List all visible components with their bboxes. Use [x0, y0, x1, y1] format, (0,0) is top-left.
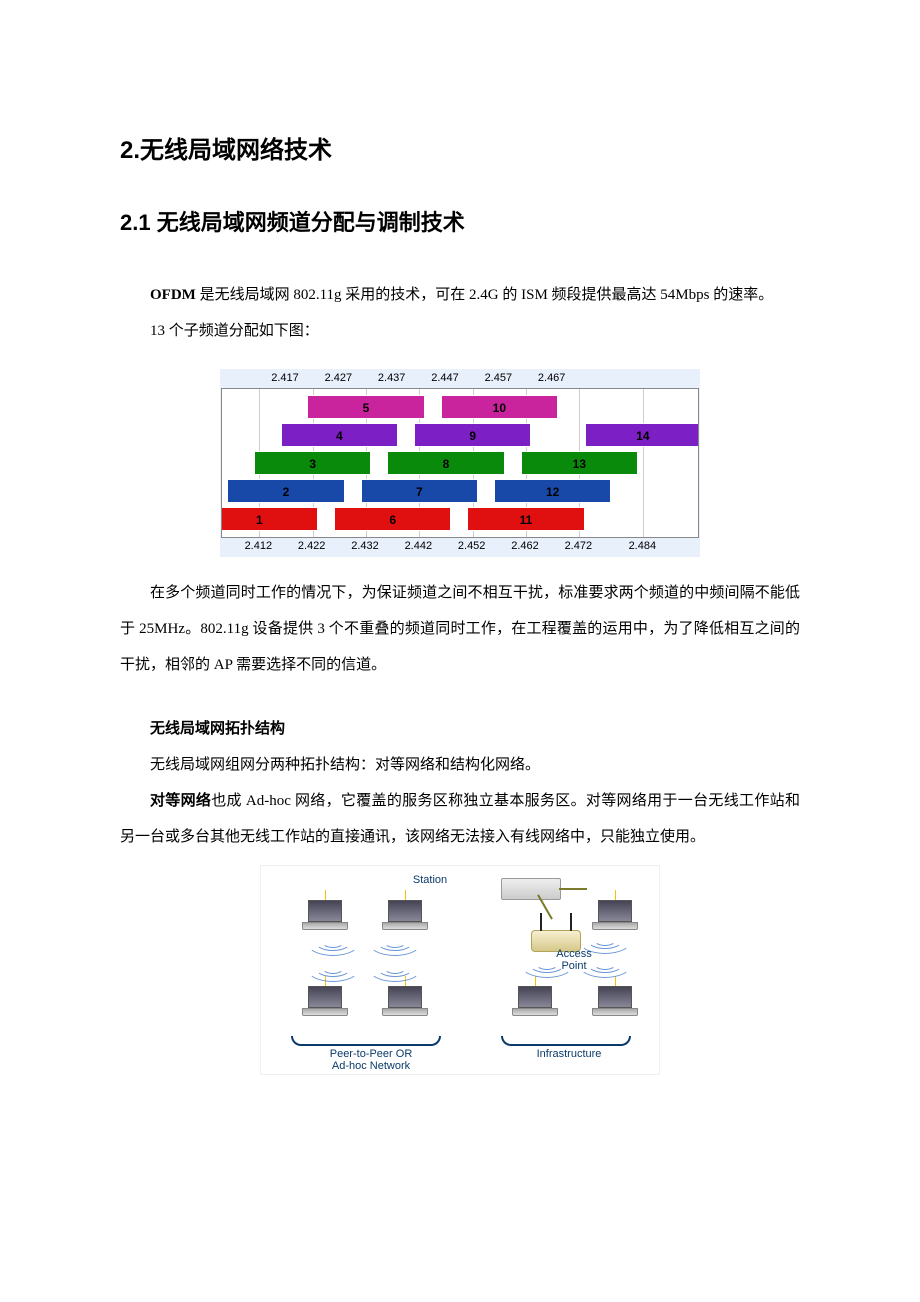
diagram-label-station: Station — [405, 874, 455, 886]
laptop-icon — [591, 900, 639, 932]
channel-bar-12: 12 — [494, 479, 611, 503]
laptop-icon — [381, 900, 429, 932]
wireless-waves-icon — [365, 953, 425, 983]
bottom-tick-label: 2.462 — [511, 540, 539, 552]
top-tick-label: 2.417 — [271, 372, 299, 384]
left-brace — [291, 1036, 441, 1046]
switch-icon — [501, 878, 561, 900]
bottom-tick-label: 2.472 — [565, 540, 593, 552]
bottom-tick-label: 2.484 — [629, 540, 657, 552]
bold-adhoc: 对等网络 — [150, 793, 211, 809]
top-tick-label: 2.467 — [538, 372, 566, 384]
chart-top-axis: 2.417 2.427 2.437 2.447 2.457 2.467 — [221, 370, 699, 388]
channel-bar-9: 9 — [414, 423, 531, 447]
laptop-icon — [301, 900, 349, 932]
laptop-icon — [591, 986, 639, 1018]
laptop-icon — [381, 986, 429, 1018]
top-tick-label: 2.437 — [378, 372, 406, 384]
heading-level-2: 2.1 无线局域网频道分配与调制技术 — [120, 205, 800, 237]
heading-level-1: 2.无线局域网络技术 — [120, 130, 800, 165]
paragraph-channel-spacing: 在多个频道同时工作的情况下，为保证频道之间不相互干扰，标准要求两个频道的中频间隔… — [120, 575, 800, 683]
channel-bar-14: 14 — [585, 423, 699, 447]
top-tick-label: 2.427 — [325, 372, 353, 384]
paragraph-topology-intro: 无线局域网组网分两种拓扑结构：对等网络和结构化网络。 — [120, 747, 800, 783]
channel-bar-4: 4 — [281, 423, 398, 447]
channel-bar-11: 11 — [467, 507, 584, 531]
bottom-tick-label: 2.412 — [245, 540, 273, 552]
channel-bar-7: 7 — [361, 479, 478, 503]
text-ofdm-rest: 是无线局域网 802.11g 采用的技术，可在 2.4G 的 ISM 频段提供最… — [196, 287, 773, 303]
channel-bar-10: 10 — [441, 395, 558, 419]
channel-bar-2: 2 — [227, 479, 344, 503]
right-brace — [501, 1036, 631, 1046]
wireless-waves-icon — [303, 953, 363, 983]
bold-ofdm: OFDM — [150, 287, 196, 303]
chart-plot-area: 5 10 49 14 38 13 27 12 16 11 — [221, 388, 699, 538]
channel-allocation-chart: 2.417 2.427 2.437 2.447 2.457 2.467 5 10 49 14 38… — [220, 369, 700, 557]
diagram-label-left_caption: Peer-to-Peer OR Ad-hoc Network — [301, 1048, 441, 1072]
bottom-tick-label: 2.422 — [298, 540, 326, 552]
channel-bar-13: 13 — [521, 451, 638, 475]
channel-bar-8: 8 — [387, 451, 504, 475]
bottom-tick-label: 2.432 — [351, 540, 379, 552]
bottom-tick-label: 2.452 — [458, 540, 486, 552]
diagram-label-right_caption: Infrastructure — [519, 1048, 619, 1060]
chart-bottom-axis: 2.412 2.422 2.432 2.442 2.452 2.462 2.472 2.484 — [221, 538, 699, 556]
bottom-tick-label: 2.442 — [405, 540, 433, 552]
ethernet-cable — [559, 888, 587, 890]
bold-topology-heading: 无线局域网拓扑结构 — [150, 721, 285, 737]
channel-bar-3: 3 — [254, 451, 371, 475]
paragraph-adhoc: 对等网络也成 Ad-hoc 网络，它覆盖的服务区称独立基本服务区。对等网络用于一… — [120, 783, 800, 855]
laptop-icon — [301, 986, 349, 1018]
document-page: 2.无线局域网络技术 2.1 无线局域网频道分配与调制技术 OFDM 是无线局域… — [0, 0, 920, 1115]
subheading-topology: 无线局域网拓扑结构 — [120, 711, 800, 747]
paragraph-channel-intro: 13 个子频道分配如下图： — [120, 313, 800, 349]
text-adhoc-rest: 也成 Ad-hoc 网络，它覆盖的服务区称独立基本服务区。对等网络用于一台无线工… — [120, 793, 800, 845]
chart-gridline — [643, 389, 644, 537]
diagram-label-access_point: Access Point — [549, 948, 599, 972]
top-tick-label: 2.447 — [431, 372, 459, 384]
paragraph-ofdm-intro: OFDM 是无线局域网 802.11g 采用的技术，可在 2.4G 的 ISM … — [120, 277, 800, 313]
laptop-icon — [511, 986, 559, 1018]
channel-bar-1: 1 — [221, 507, 318, 531]
channel-bar-6: 6 — [334, 507, 451, 531]
topology-diagram: Station Access Point Peer-to-Peer OR Ad-ho… — [260, 865, 660, 1075]
top-tick-label: 2.457 — [485, 372, 513, 384]
channel-bar-5: 5 — [307, 395, 424, 419]
